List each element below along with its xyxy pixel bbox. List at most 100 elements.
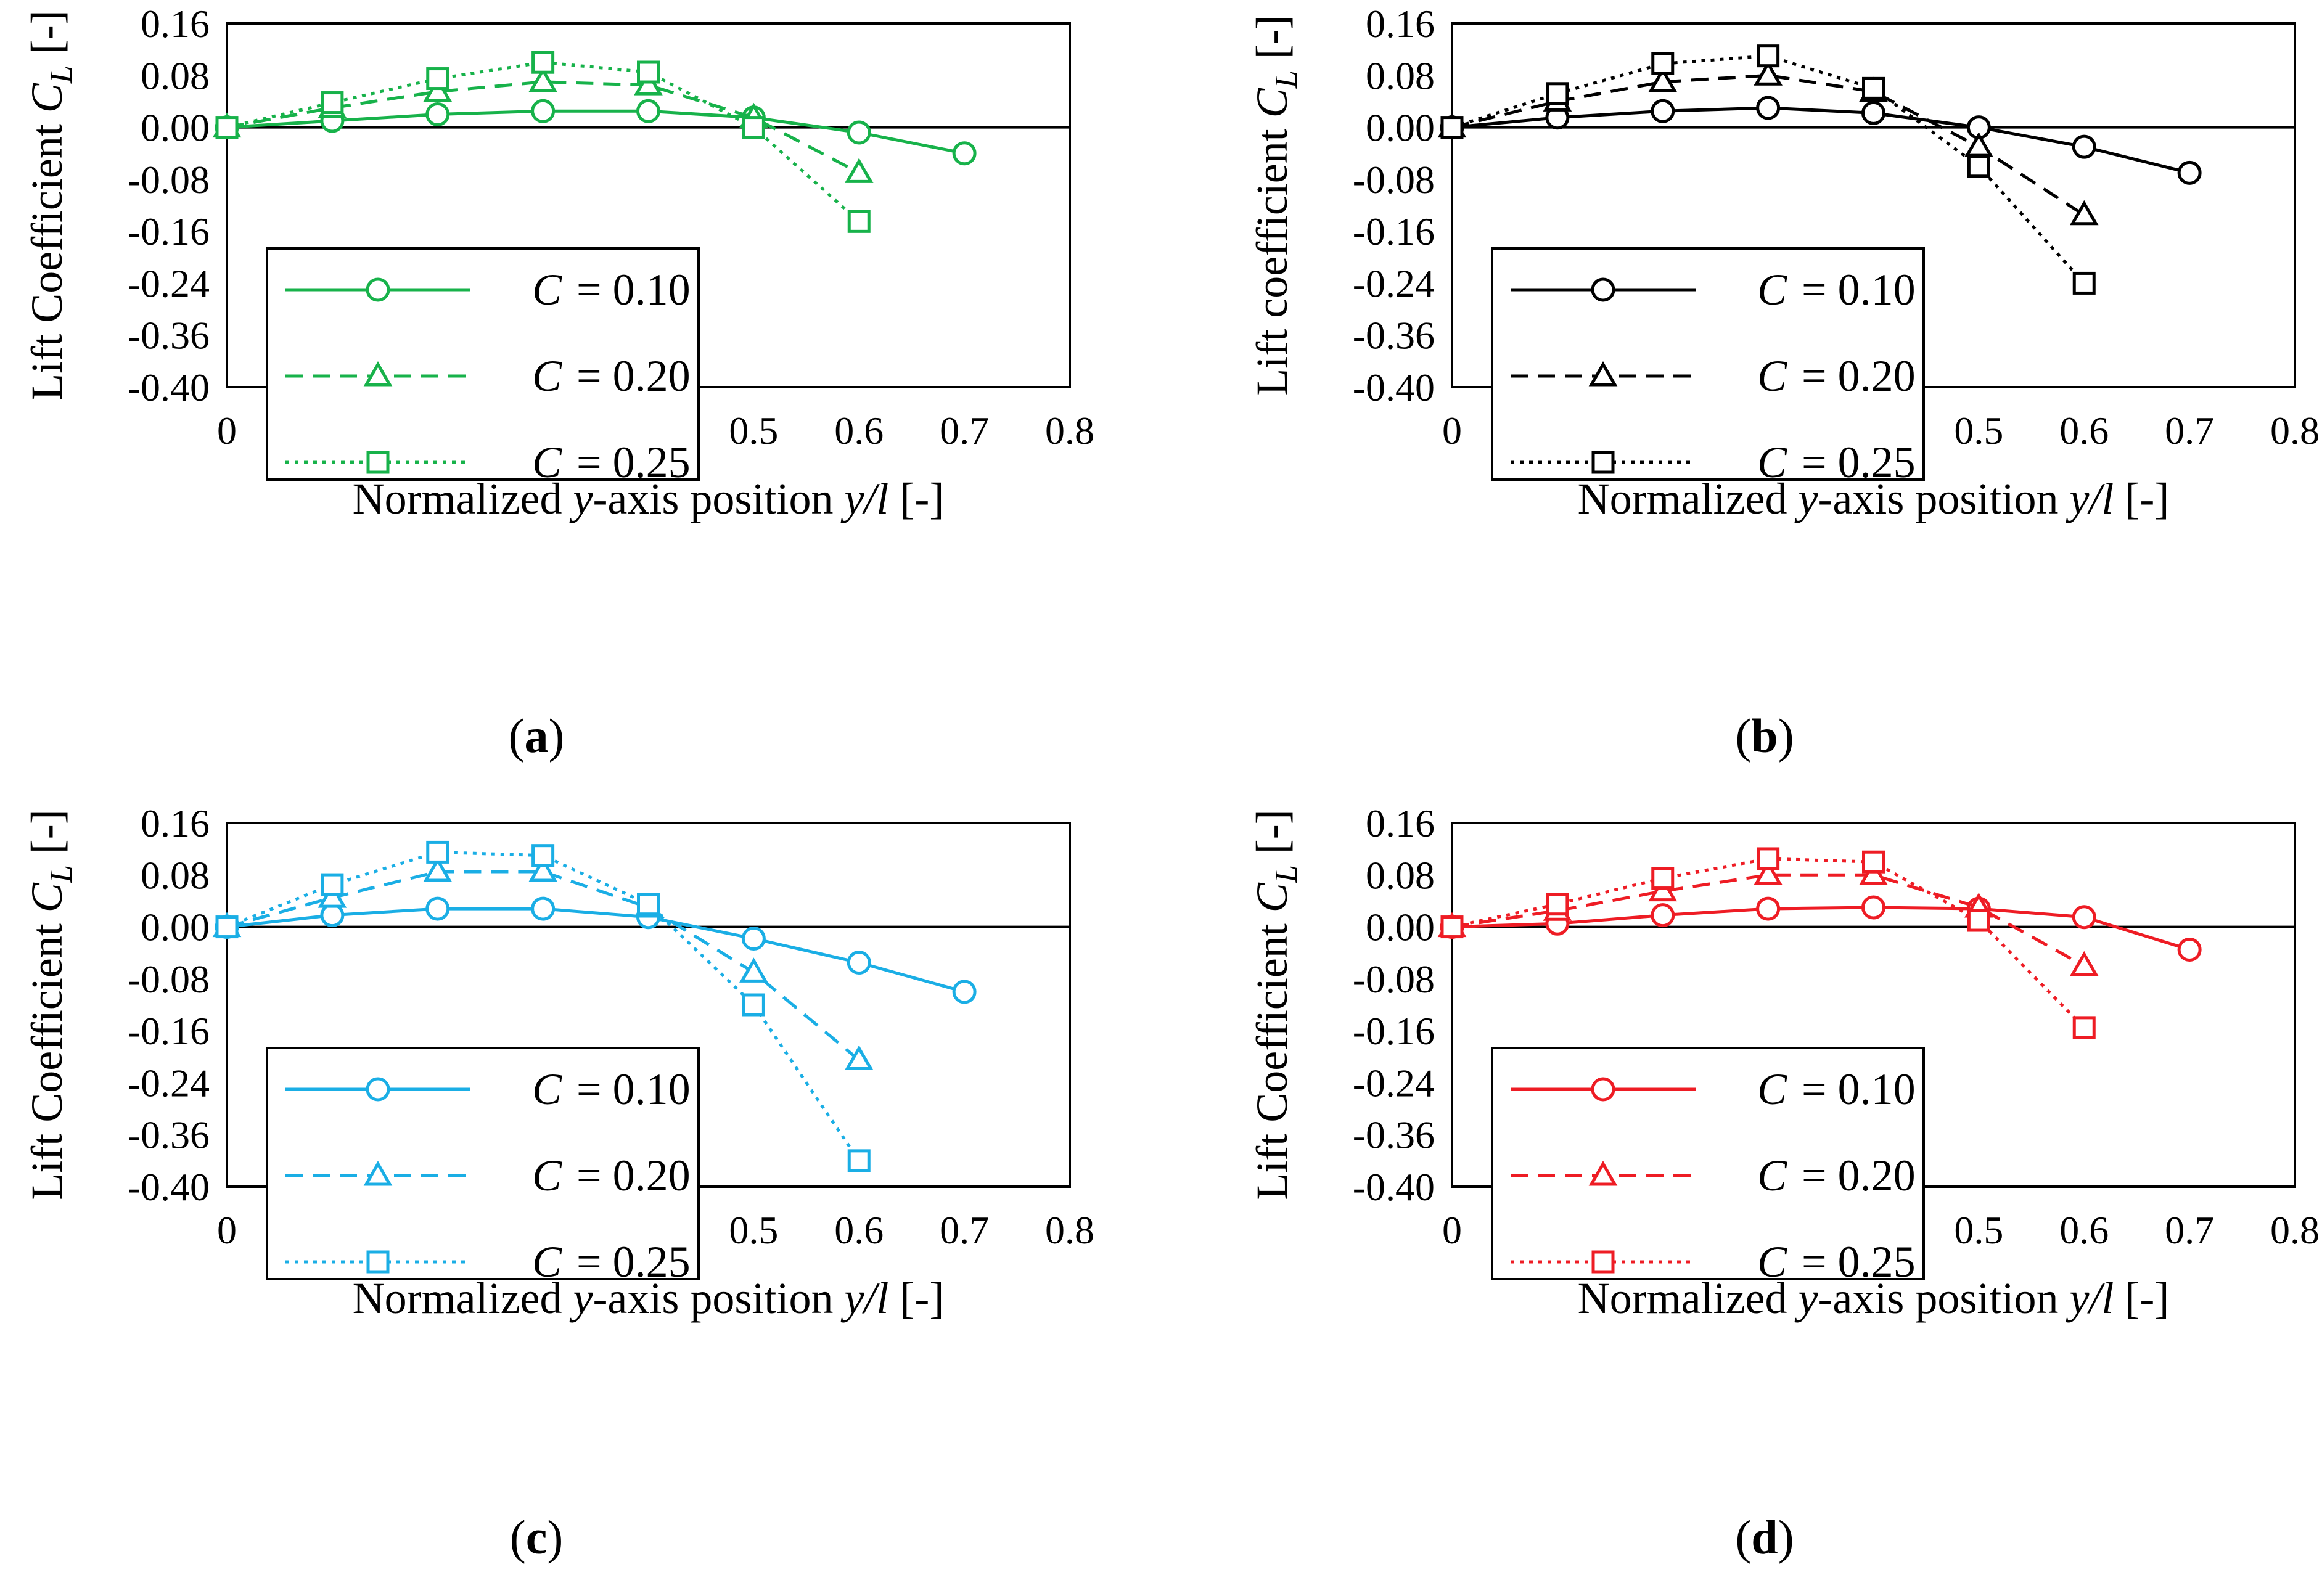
data-point: [528, 67, 557, 92]
legend-label-value: = 0.25: [576, 1237, 691, 1287]
y-tick-label: 0.16: [141, 2, 210, 46]
series-line: [226, 907, 965, 994]
y-axis-title-part: Lift Coefficient: [22, 113, 72, 401]
legend-label-symbol: C: [532, 1151, 562, 1200]
data-point: [531, 896, 556, 921]
legend-label-value: = 0.10: [576, 265, 691, 314]
y-tick-label: 0.00: [141, 906, 210, 949]
legend-label-symbol: C: [532, 1065, 562, 1114]
x-axis-title-part: Normalized: [1578, 474, 1799, 523]
data-point: [1756, 896, 1781, 921]
legend-label: C = 0.10: [1757, 265, 1916, 314]
series-line: [1451, 906, 2190, 951]
x-axis-title: Normalized y-axis position y/l [-]: [1578, 474, 2170, 523]
y-axis-title-subscript: L: [44, 865, 79, 883]
panel-b: 0.16 0.08 0.00 -0.08 -0.16 -0.24 -0.36 -0.400 0.…: [1247, 2, 2320, 763]
x-axis-title-part: y: [568, 1274, 593, 1323]
y-tick-label: -0.36: [1353, 1113, 1435, 1157]
data-point: [531, 844, 555, 867]
legend-label-value: = 0.10: [576, 1065, 691, 1114]
y-tick-label: -0.24: [128, 261, 210, 305]
legend-label-value: = 0.20: [576, 351, 691, 401]
caption-paren: ): [547, 1510, 563, 1564]
y-axis-title: Lift Coefficient CL [-]: [22, 10, 79, 400]
data-point: [1757, 44, 1780, 68]
series-square: [1440, 44, 2096, 295]
y-axis-title: Lift coefficient CL [-]: [1247, 15, 1304, 395]
legend-label: C = 0.20: [1757, 1151, 1916, 1200]
legend-marker: [363, 361, 393, 387]
caption-letter: a: [525, 709, 549, 763]
data-point: [1862, 76, 1885, 100]
legend-box: [1491, 1047, 1925, 1280]
data-point: [847, 120, 871, 145]
legend-label-symbol: C: [1757, 438, 1787, 487]
x-tick-label: 0: [217, 1208, 237, 1252]
data-point: [2072, 134, 2096, 159]
legend-marker: [366, 277, 390, 302]
y-tick-label: 0.08: [1366, 54, 1435, 97]
x-tick-label: 0.5: [729, 1208, 778, 1252]
legend-label-value: = 0.20: [576, 1151, 691, 1200]
legend-label-value: = 0.25: [1802, 1237, 1916, 1287]
y-axis-title-part: [-]: [22, 10, 72, 65]
y-axis-title-subscript: L: [1269, 865, 1304, 883]
data-point: [215, 915, 239, 939]
y-axis-title-part: Lift coefficient: [1247, 118, 1297, 395]
legend-label-value: = 0.20: [1802, 1151, 1916, 1200]
y-axis-title-part: Lift Coefficient: [1247, 912, 1297, 1200]
x-tick-label: 0: [1442, 1208, 1462, 1252]
series-line: [226, 109, 965, 155]
y-tick-label: -0.08: [1353, 158, 1435, 202]
data-point: [847, 1149, 871, 1172]
legend-box: [266, 247, 700, 481]
data-point: [742, 993, 765, 1017]
legend-marker: [1588, 361, 1618, 387]
legend-label-value: = 0.25: [1802, 438, 1916, 487]
legend-label-symbol: C: [1757, 1151, 1787, 1200]
legend-label: C = 0.10: [532, 1065, 691, 1114]
y-tick-label: -0.16: [1353, 1009, 1435, 1053]
y-tick-label: -0.36: [128, 1113, 210, 1157]
x-tick-label: 0.8: [1045, 409, 1094, 452]
x-axis-title-part: [-]: [2114, 474, 2169, 523]
data-point: [425, 896, 450, 921]
data-point: [1440, 116, 1464, 139]
data-point: [637, 60, 660, 84]
data-point: [531, 99, 556, 123]
series-line: [1451, 106, 2190, 174]
legend-label-symbol: C: [1757, 265, 1787, 314]
caption-letter: b: [1751, 709, 1778, 763]
data-point: [952, 141, 977, 166]
panel-caption: (d): [1735, 1510, 1794, 1564]
series-square: [1440, 847, 2096, 1039]
x-axis-title-part: -axis position: [593, 1274, 844, 1323]
data-point: [1440, 915, 1464, 939]
caption-letter: d: [1751, 1510, 1778, 1564]
data-point: [2177, 937, 2202, 962]
x-tick-label: 0.8: [2270, 1208, 2320, 1252]
data-point: [2072, 905, 2096, 930]
legend-box: [1491, 247, 1925, 481]
legend-label-symbol: C: [532, 351, 562, 401]
legend-marker: [366, 1077, 390, 1102]
data-point: [1861, 895, 1885, 920]
data-point: [321, 91, 344, 115]
y-tick-label: -0.36: [128, 314, 210, 358]
y-tick-label: 0.08: [141, 54, 210, 97]
legend-label-value: = 0.20: [1802, 351, 1916, 401]
caption-letter: c: [526, 1510, 548, 1564]
data-point: [1861, 100, 1885, 125]
x-tick-label: 0.7: [940, 1208, 989, 1252]
x-tick-label: 0.5: [1954, 1208, 2003, 1252]
legend-label-value: = 0.25: [576, 438, 691, 487]
legend-label: C = 0.20: [532, 351, 691, 401]
y-axis-title-symbol: C: [1247, 88, 1297, 118]
data-point: [1859, 860, 1888, 885]
x-axis-title-part: -axis position: [1818, 474, 2069, 523]
x-axis-title-part: -axis position: [593, 474, 844, 523]
legend-label: C = 0.20: [532, 1151, 691, 1200]
series-square: [215, 840, 871, 1172]
